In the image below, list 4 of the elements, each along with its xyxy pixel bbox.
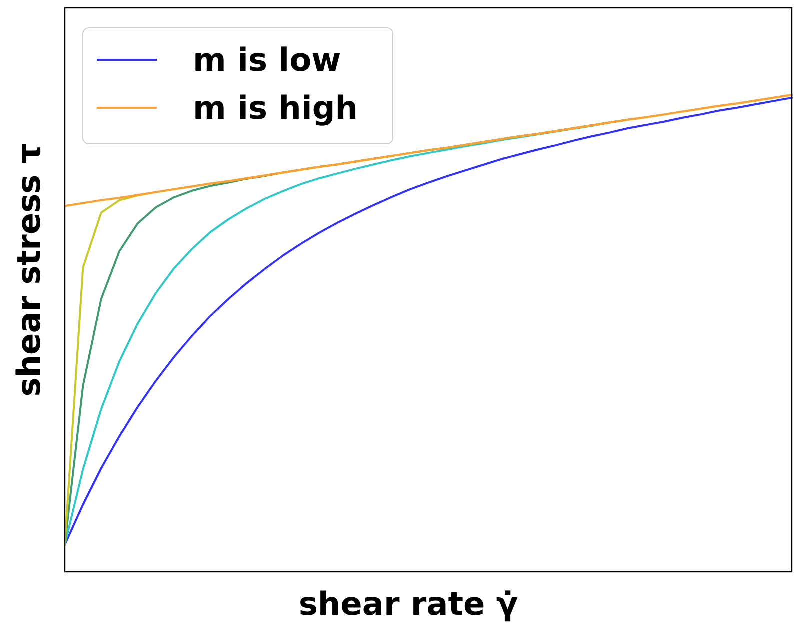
legend-label: m is low [193,41,342,79]
x-axis-title: shear rate γ̇ [298,585,518,623]
legend-label: m is high [193,89,358,127]
y-axis-title: shear stress τ [10,143,48,397]
